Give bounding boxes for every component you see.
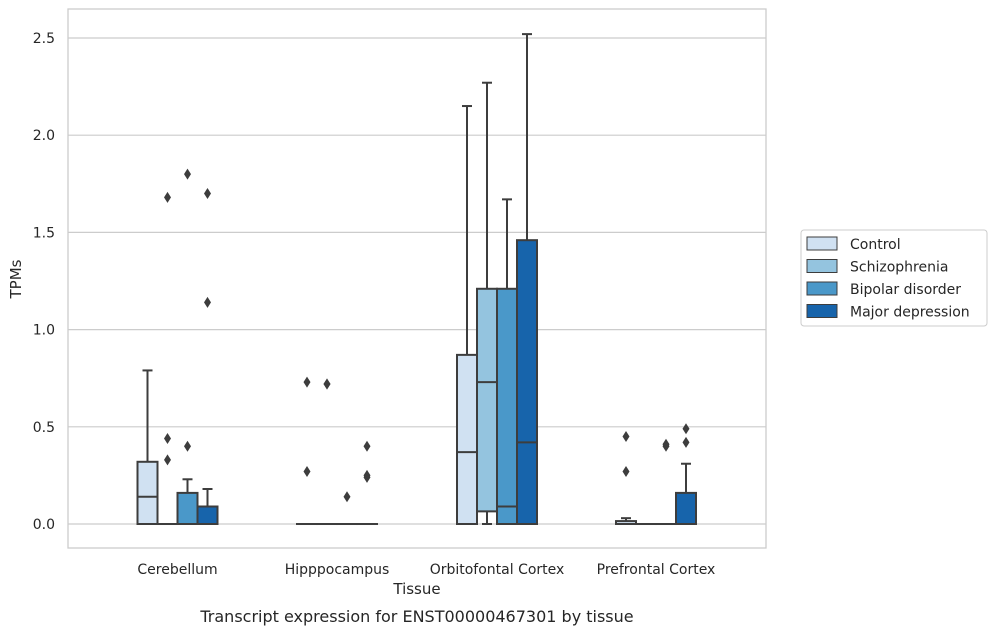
outlier-point bbox=[662, 440, 670, 452]
box-schizophrenia bbox=[476, 81, 498, 525]
outlier-point bbox=[682, 436, 690, 448]
x-axis-label: Tissue bbox=[392, 580, 440, 598]
legend: Control Schizophrenia Bipolar disorder Majo… bbox=[800, 229, 988, 327]
legend-label: Schizophrenia bbox=[850, 260, 948, 276]
x-tick-label: Orbitofontal Cortex bbox=[430, 562, 565, 578]
legend-swatch bbox=[806, 259, 838, 273]
outlier-point bbox=[164, 454, 171, 466]
box-bipolar-disorder bbox=[496, 198, 518, 525]
outlier-point bbox=[164, 432, 171, 444]
iqr-box bbox=[675, 491, 697, 525]
x-tick-label: Hipppocampus bbox=[285, 562, 390, 578]
box-major-depression bbox=[356, 440, 378, 526]
box-bipolar-disorder bbox=[176, 168, 199, 525]
box-schizophrenia bbox=[156, 191, 179, 526]
iqr-box bbox=[516, 239, 538, 525]
outlier-point bbox=[363, 440, 371, 452]
iqr-box bbox=[496, 287, 518, 525]
y-tick-label: 0.5 bbox=[33, 420, 55, 436]
legend-swatch bbox=[806, 236, 838, 251]
outlier-point bbox=[682, 423, 690, 435]
y-tick-label: 1.0 bbox=[33, 323, 55, 339]
outlier-point bbox=[164, 191, 171, 203]
iqr-box bbox=[136, 460, 159, 525]
legend-swatch bbox=[806, 281, 838, 296]
x-tick-label: Prefrontal Cortex bbox=[597, 562, 716, 578]
iqr-box bbox=[196, 505, 219, 525]
y-tick-label: 0.0 bbox=[33, 517, 55, 533]
outlier-point bbox=[622, 466, 630, 478]
box-major-depression bbox=[516, 33, 538, 525]
legend-label: Major depression bbox=[850, 305, 970, 321]
y-tick-label: 2.0 bbox=[33, 128, 55, 144]
outlier-point bbox=[303, 376, 311, 388]
plot-frame bbox=[67, 8, 767, 549]
box-control bbox=[136, 369, 159, 525]
iqr-box bbox=[476, 287, 498, 513]
x-tick-label: Cerebellum bbox=[137, 562, 217, 578]
y-tick-labels: 0.0 0.5 1.0 1.5 2.0 2.5 bbox=[33, 31, 55, 533]
box-bipolar-disorder bbox=[655, 438, 677, 526]
chart-caption: Transcript expression for ENST0000046730… bbox=[199, 607, 633, 626]
box-bipolar-disorder bbox=[336, 491, 358, 526]
gridlines bbox=[68, 37, 766, 525]
legend-frame bbox=[800, 229, 988, 327]
outlier-point bbox=[323, 378, 331, 390]
y-tick-label: 1.5 bbox=[33, 225, 55, 241]
box-marks bbox=[136, 33, 697, 526]
legend-swatch bbox=[806, 304, 838, 318]
iqr-box bbox=[176, 491, 199, 525]
outlier-point bbox=[622, 431, 630, 443]
legend-label: Control bbox=[850, 237, 901, 253]
outlier-point bbox=[184, 168, 191, 180]
box-schizophrenia bbox=[316, 378, 338, 526]
iqr-box bbox=[456, 353, 478, 526]
box-control bbox=[615, 431, 637, 525]
outlier-point bbox=[184, 440, 191, 452]
legend-label: Bipolar disorder bbox=[850, 282, 961, 298]
y-axis-label: TPMs bbox=[7, 259, 25, 299]
outlier-point bbox=[343, 491, 351, 503]
y-tick-label: 2.5 bbox=[33, 31, 55, 47]
box-control bbox=[456, 105, 478, 526]
box-major-depression bbox=[675, 423, 697, 525]
outlier-point bbox=[363, 471, 371, 483]
box-control bbox=[296, 376, 318, 526]
outlier-point bbox=[303, 466, 311, 478]
outlier-point bbox=[204, 188, 211, 200]
box-major-depression bbox=[196, 188, 219, 525]
outlier-point bbox=[204, 296, 211, 308]
x-tick-labels: Cerebellum Hipppocampus Orbitofontal Corte… bbox=[137, 562, 715, 578]
